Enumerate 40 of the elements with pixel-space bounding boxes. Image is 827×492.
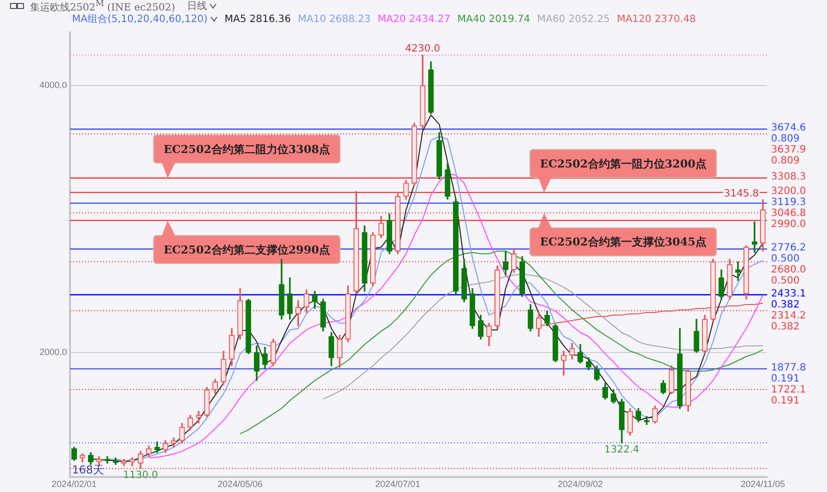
x-tick-label: 2024/09/02 <box>558 479 603 490</box>
x-tick-label: 2024/11/05 <box>740 479 786 490</box>
ref-line-label: 2680.0 0.500 <box>771 264 806 287</box>
text: MA5 2816.36 <box>224 14 291 24</box>
annotation: EC2502合约第一支撑位3045点 <box>540 236 706 249</box>
ref-line-label: 3674.6 0.809 <box>771 122 806 145</box>
candlestick <box>752 221 758 253</box>
ref-line-label: 2314.2 0.382 <box>771 310 806 332</box>
ref-line-label: 3200.0 <box>771 186 806 198</box>
chart-subtitle: 日线 <box>187 0 208 13</box>
annotation: EC2502合约第一阻力位3200点 <box>540 157 706 170</box>
ref-line-label: 3046.8 <box>771 208 806 220</box>
annotation: 1130.0 <box>123 470 158 482</box>
ref-line-label: 1722.1 0.191 <box>771 384 806 406</box>
ref-line-label: 2433.1 0.382 <box>771 288 806 310</box>
text: MA60 2052.25 <box>537 14 610 24</box>
ref-line-label: 2990.0 <box>771 219 806 230</box>
ref-line-label: 3119.3 <box>771 197 806 208</box>
annotation: 3145.8 <box>724 188 759 200</box>
annotation: EC2502合约第二阻力位3308点 <box>164 142 330 156</box>
x-tick-label: 2024/02/01 <box>52 479 97 490</box>
ref-line-label: 3637.9 0.809 <box>771 144 806 167</box>
annotation: 168天 <box>72 464 104 477</box>
ref-line-label: 2776.2 0.500 <box>771 242 806 265</box>
text: MA20 2434.27 <box>378 14 450 24</box>
ref-line-label: 1877.8 0.191 <box>771 362 806 384</box>
candlestick <box>735 261 741 281</box>
y-tick-label: 4000.0 <box>39 80 67 90</box>
text: MA120 2370.48 <box>616 14 696 24</box>
legend-title: MA组合(5,10,20,40,60,120) <box>72 13 209 26</box>
annotation: 1322.4 <box>604 444 640 456</box>
annotation: 4230.0 <box>405 44 440 55</box>
x-tick-label: 2024/07/01 <box>375 479 420 490</box>
chart-title: 集运欧线2502$^{M}$ (INE ec2502) <box>30 0 176 14</box>
x-tick-label: 2024/05/06 <box>218 479 263 490</box>
ref-line-label: 3308.3 <box>771 172 806 183</box>
text: MA10 2688.23 <box>298 14 371 24</box>
y-tick-label: 2000.0 <box>39 346 67 357</box>
text: MA40 2019.74 <box>457 14 530 24</box>
annotation: EC2502合约第二支撑位2990点 <box>164 243 330 256</box>
